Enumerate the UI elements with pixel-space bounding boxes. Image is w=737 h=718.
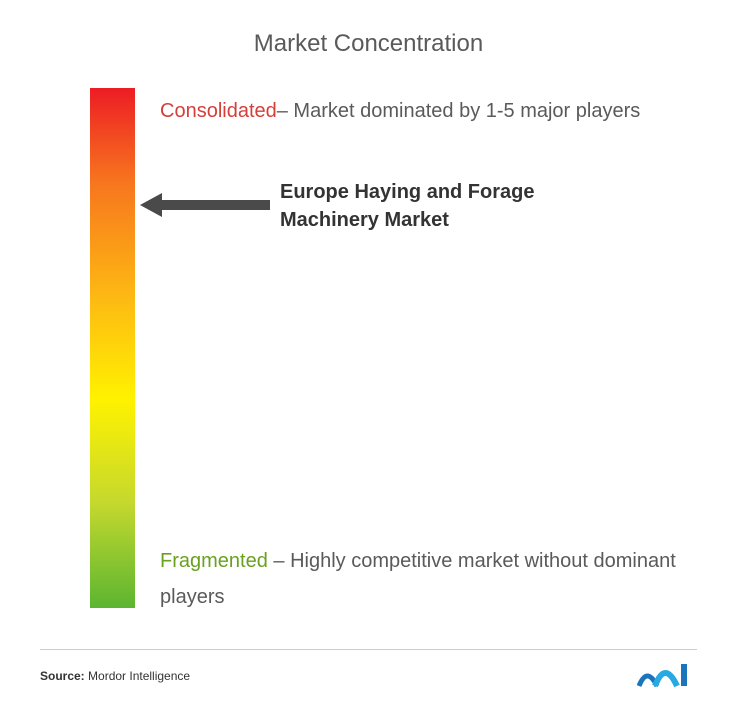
consolidated-highlight: Consolidated	[160, 100, 277, 122]
company-logo	[637, 658, 697, 693]
chart-footer: Source: Mordor Intelligence	[40, 649, 697, 693]
arrow-icon	[140, 193, 270, 217]
market-name-label: Europe Haying and Forage Machinery Marke…	[280, 178, 600, 234]
source-label: Source:	[40, 669, 85, 683]
source-attribution: Source: Mordor Intelligence	[40, 669, 190, 683]
concentration-gradient-bar	[90, 88, 135, 608]
consolidated-description: – Market dominated by 1-5 major players	[277, 100, 641, 122]
chart-content: Consolidated– Market dominated by 1-5 ma…	[40, 88, 697, 628]
fragmented-highlight: Fragmented	[160, 550, 268, 572]
market-arrow-container	[140, 193, 270, 217]
fragmented-label: Fragmented – Highly competitive market w…	[160, 543, 690, 615]
source-value: Mordor Intelligence	[85, 669, 190, 683]
chart-title: Market Concentration	[40, 30, 697, 58]
consolidated-label: Consolidated– Market dominated by 1-5 ma…	[160, 93, 660, 129]
